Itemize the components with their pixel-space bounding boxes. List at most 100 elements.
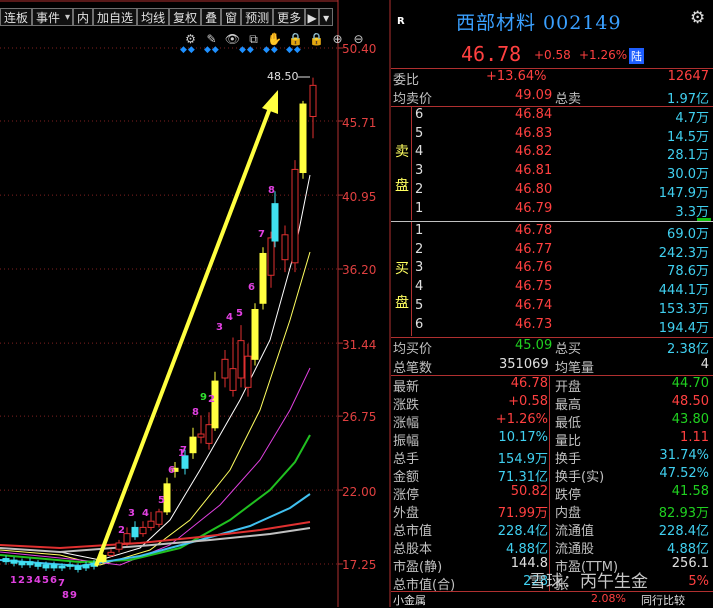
orderbook-row[interactable]: 4 46.75 444.1万 — [391, 279, 713, 298]
divider — [411, 222, 412, 336]
drawing-tool-0-icon[interactable]: ⚙ — [185, 32, 196, 46]
level-price: 46.75 — [515, 279, 553, 295]
drawing-tool-4-icon[interactable]: ✋ — [267, 32, 282, 46]
orderbook-row[interactable]: 6 46.84 4.7万 — [391, 107, 713, 126]
toolbar-next-icon[interactable]: ▶ — [305, 8, 320, 26]
stats-row: 涨停 50.82 跌停 41.58 — [393, 484, 709, 503]
stats-row: 涨跌 +0.58 最高 48.50 — [393, 394, 709, 413]
toolbar-button-3[interactable]: 加自选 — [93, 8, 138, 26]
level: 4 — [415, 279, 424, 295]
settings-gear-icon[interactable]: ⚙ — [690, 8, 706, 28]
level: 1 — [415, 223, 424, 238]
level-volume: 78.6万 — [667, 264, 709, 280]
candle-body — [221, 358, 229, 379]
current-price: 46.78 — [461, 42, 522, 66]
orderbook-row[interactable]: 3 46.81 30.0万 — [391, 163, 713, 182]
candle-number: 4 — [34, 575, 41, 586]
toolbar-button-0[interactable]: 连板 — [0, 8, 33, 26]
price-axis-label: 36.20 — [342, 263, 377, 277]
level-volume: 3.3万 — [675, 204, 709, 220]
level: 3 — [415, 163, 424, 179]
divider — [549, 376, 550, 591]
toolbar-dropdown-icon[interactable]: ▾ — [319, 8, 334, 26]
level-price: 46.76 — [515, 260, 553, 276]
buy-side-label: 买盘 — [395, 261, 409, 311]
divider — [411, 107, 412, 220]
toolbar-button-6[interactable]: 叠 — [201, 8, 222, 26]
peer-compare-link[interactable]: 同行比较 — [641, 594, 685, 607]
orderbook-row[interactable]: 1 46.79 3.3万 — [391, 200, 713, 220]
trend-arrow — [94, 107, 272, 567]
drawing-tool-1-icon[interactable]: ✎ — [206, 32, 217, 46]
toolbar-button-4[interactable]: 均线 — [137, 8, 170, 26]
trend-arrow-head — [262, 90, 278, 114]
level-volume: 28.1万 — [667, 148, 709, 164]
candle-body — [10, 559, 18, 564]
divider — [391, 337, 713, 338]
avg-buy-row: 均买价 45.09 总买 2.38亿 — [393, 338, 709, 357]
level: 4 — [415, 144, 424, 160]
candle-number: 2 — [208, 394, 215, 405]
candle-body — [244, 355, 252, 388]
level-volume: 242.3万 — [658, 245, 709, 261]
orderbook-row[interactable]: 2 46.77 242.3万 — [391, 241, 713, 261]
orderbook-row[interactable]: 5 46.74 153.3万 — [391, 298, 713, 317]
candle-body — [123, 533, 131, 544]
level-price: 46.81 — [515, 163, 553, 179]
drawing-tool-8-icon[interactable]: ⊖ — [353, 32, 364, 46]
price-axis-label: 40.95 — [342, 190, 377, 204]
industry-change: 2.08% — [591, 592, 626, 605]
candle-body — [205, 424, 213, 444]
level-price: 46.79 — [515, 200, 553, 216]
toolbar-button-8[interactable]: 预测 — [241, 8, 274, 26]
candle-body — [309, 84, 317, 117]
toolbar-button-5[interactable]: 复权 — [169, 8, 202, 26]
candle-body — [291, 168, 299, 264]
industry-name[interactable]: 小金属 — [393, 594, 426, 607]
toolbar-button-9[interactable]: 更多 — [273, 8, 306, 26]
divider — [391, 375, 713, 376]
candle-body — [147, 520, 155, 528]
candle-body — [18, 561, 26, 566]
kline-chart[interactable] — [0, 0, 391, 607]
drawing-tool-6-icon[interactable]: 🔒 — [309, 32, 324, 46]
candle-body — [2, 558, 10, 563]
diamond-marker-icon: ◆◆ — [239, 45, 255, 55]
orderbook-row[interactable]: 6 46.73 194.4万 — [391, 317, 713, 336]
drawing-tool-5-icon[interactable]: 🔒 — [288, 32, 303, 46]
level: 6 — [415, 107, 424, 122]
candle-body — [34, 562, 42, 567]
diamond-marker-icon: ◆◆ — [180, 45, 196, 55]
level: 2 — [415, 241, 424, 257]
r-marker: R — [397, 16, 405, 27]
price-axis-label: 22.00 — [342, 485, 377, 499]
candle-number: 5 — [42, 575, 49, 586]
orderbook-row[interactable]: 1 46.78 69.0万 — [391, 223, 713, 242]
drawing-tool-2-icon[interactable]: 👁 — [224, 32, 241, 46]
candle-body — [171, 467, 179, 472]
stock-title[interactable]: 西部材料 002149 — [456, 12, 622, 34]
candle-body — [267, 237, 275, 276]
diamond-marker-icon: ◆◆ — [263, 45, 279, 55]
orderbook-row[interactable]: 5 46.83 14.5万 — [391, 125, 713, 145]
candle-body — [58, 565, 66, 569]
drawing-tool-7-icon[interactable]: ⊕ — [332, 32, 343, 46]
sell-side-label: 卖盘 — [395, 144, 409, 194]
price-axis-label: 17.25 — [342, 558, 377, 572]
candle-number: 3 — [128, 508, 135, 519]
candle-number: 2 — [18, 575, 25, 586]
price-change-pct: +1.26% — [579, 48, 628, 62]
orderbook-row[interactable]: 3 46.76 78.6万 — [391, 260, 713, 280]
drawing-tool-3-icon[interactable]: ⧉ — [249, 32, 258, 46]
candle-number: 9 — [200, 392, 207, 403]
orderbook-row[interactable]: 4 46.82 28.1万 — [391, 144, 713, 164]
orderbook-row[interactable]: 2 46.80 147.9万 — [391, 182, 713, 201]
level-price: 46.82 — [515, 144, 553, 160]
candle-number: 5 — [158, 495, 165, 506]
candle-body — [163, 483, 171, 513]
toolbar-button-7[interactable]: 窗 — [221, 8, 242, 26]
level: 5 — [415, 125, 424, 141]
toolbar-button-2[interactable]: 内 — [73, 8, 94, 26]
candle-number: 3 — [216, 322, 223, 333]
toolbar-button-1[interactable]: 事件 — [32, 8, 74, 27]
